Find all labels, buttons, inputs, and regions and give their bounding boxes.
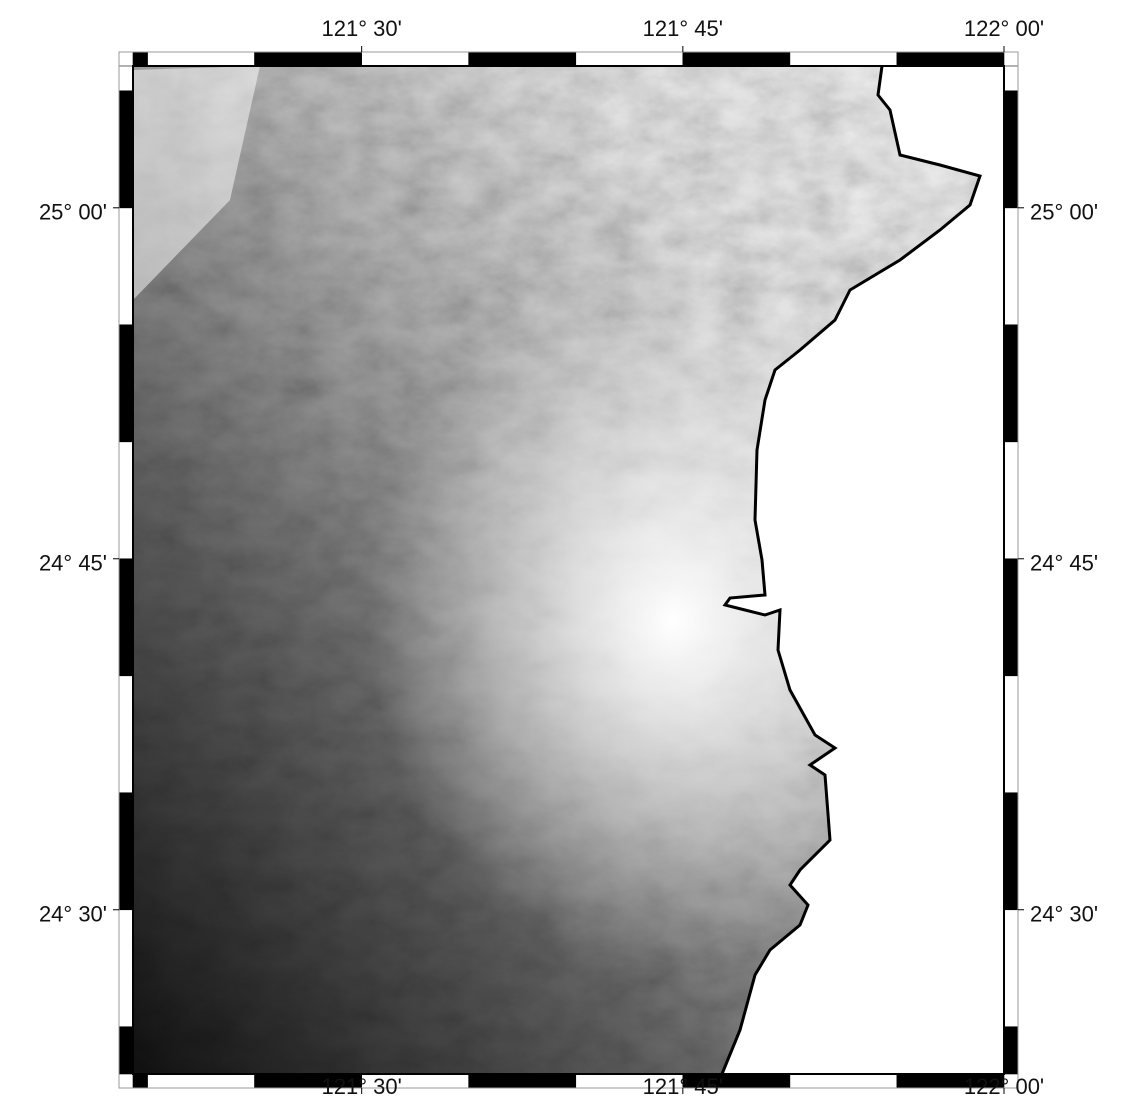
border-segment (119, 208, 133, 325)
border-segment (119, 676, 133, 793)
border-segment (1004, 442, 1018, 559)
border-segment (148, 52, 255, 66)
border-segment (790, 52, 897, 66)
border-segment (119, 91, 133, 208)
border-segment (576, 52, 683, 66)
border-segment (469, 52, 576, 66)
border-segment (119, 910, 133, 1027)
border-segment (362, 52, 469, 66)
border-segment (133, 1074, 148, 1088)
x-tick-label: 121° 45' (643, 16, 723, 41)
border-segment (1004, 676, 1018, 793)
y-tick-label: 24° 45' (39, 551, 107, 576)
y-tick-label: 24° 30' (1030, 902, 1098, 927)
border-segment (119, 442, 133, 559)
border-segment (119, 559, 133, 676)
y-tick-label: 24° 45' (1030, 551, 1098, 576)
x-tick-label: 121° 30' (322, 16, 402, 41)
border-segment (1004, 793, 1018, 910)
relief (133, 66, 1004, 1074)
border-segment (119, 1027, 133, 1074)
border-segment (1004, 559, 1018, 676)
border-segment (133, 52, 148, 66)
border-segment (148, 1074, 255, 1088)
border-segment (119, 66, 133, 91)
border-segment (119, 325, 133, 442)
y-tick-label: 24° 30' (39, 902, 107, 927)
border-segment (1004, 208, 1018, 325)
map: 121° 30' 121° 30' 121° 45' 121° 45' 122° 00'… (0, 0, 1128, 1104)
x-tick-label: 122° 00' (964, 16, 1044, 41)
x-tick-label: 121° 30' (322, 1074, 402, 1099)
border-segment (897, 52, 1004, 66)
y-tick-label: 25° 00' (1030, 200, 1098, 225)
x-tick-label: 121° 45' (643, 1074, 723, 1099)
border-segment (1004, 910, 1018, 1027)
border-segment (469, 1074, 576, 1088)
border-segment (1004, 325, 1018, 442)
x-tick-label: 122° 00' (964, 1074, 1044, 1099)
border-segment (1004, 66, 1018, 91)
y-tick-label: 25° 00' (39, 200, 107, 225)
page: 121° 30' 121° 30' 121° 45' 121° 45' 122° 00'… (0, 0, 1128, 1104)
border-segment (1004, 1027, 1018, 1074)
border-segment (683, 52, 790, 66)
border-segment (119, 793, 133, 910)
border-segment (1004, 91, 1018, 208)
border-segment (790, 1074, 897, 1088)
border-segment (255, 52, 362, 66)
